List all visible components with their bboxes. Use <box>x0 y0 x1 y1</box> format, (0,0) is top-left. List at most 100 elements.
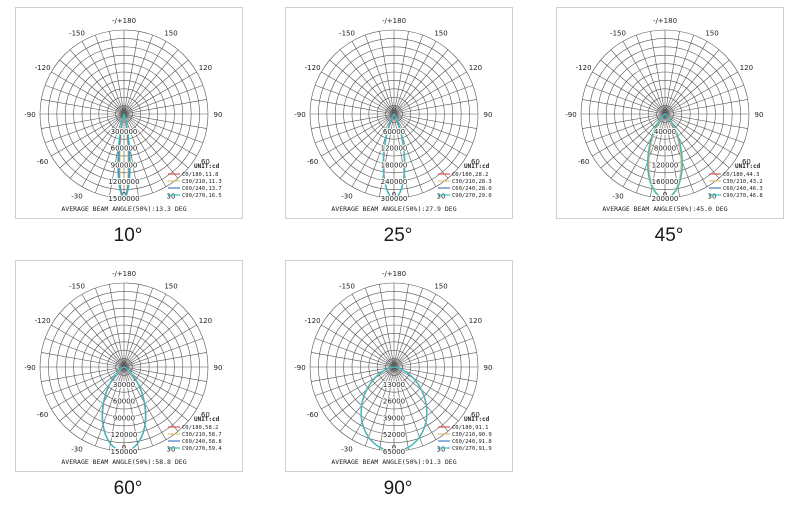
ring-value-label: 40000 <box>654 128 676 136</box>
ring-value-label: 52000 <box>383 431 405 439</box>
angle-label: 30 <box>167 445 176 453</box>
grid-spoke <box>123 41 167 115</box>
angle-label: 90 <box>484 364 493 372</box>
angle-label: -150 <box>339 30 355 38</box>
angle-label: 150 <box>705 30 718 38</box>
chart-frame: -/+180 -150 150 -120 120 -90 90 -60 60 -30 30 0 1300… <box>285 260 513 472</box>
legend-entry: C30/210,43.2 <box>723 179 763 185</box>
beam-angle-caption: 25° <box>383 225 413 246</box>
grid-spoke <box>94 34 125 115</box>
angle-label: -60 <box>37 411 48 419</box>
legend-entry: C0/180,91.1 <box>452 425 488 431</box>
grid-spoke <box>379 113 395 197</box>
grid-spoke <box>393 366 459 422</box>
grid-spoke <box>393 49 449 115</box>
grid-spoke <box>311 366 395 382</box>
grid-spoke <box>664 113 748 129</box>
grid-spoke <box>393 84 474 115</box>
grid-spoke <box>364 366 395 447</box>
angle-label: -60 <box>307 411 318 419</box>
grid-spoke <box>664 34 695 115</box>
grid-spoke <box>592 113 666 157</box>
grid-spoke <box>41 352 125 368</box>
grid-spoke <box>635 113 666 194</box>
angle-label: 90 <box>484 111 493 119</box>
grid-spoke <box>81 41 125 115</box>
angle-label: -120 <box>35 64 51 72</box>
grid-spoke <box>123 59 189 115</box>
ring-value-label: 160000 <box>652 178 679 186</box>
grid-spoke <box>123 99 207 115</box>
unit-label: UNIT:cd <box>194 163 220 170</box>
grid-spoke <box>664 113 720 179</box>
grid-spoke <box>664 113 745 144</box>
ring-value-label: 120000 <box>652 161 679 169</box>
ring-value-label: 900000 <box>111 161 138 169</box>
grid-spoke <box>329 59 395 115</box>
legend-entry: C90/270,29.0 <box>452 193 492 199</box>
grid-spoke <box>393 59 459 115</box>
grid-spoke <box>393 294 437 368</box>
ring-value-label: 300000 <box>381 195 408 203</box>
grid-spoke <box>321 324 395 368</box>
legend-entry: C30/210,11.3 <box>182 179 222 185</box>
grid-spoke <box>94 113 125 194</box>
grid-spoke <box>393 366 467 410</box>
grid-spoke <box>393 113 477 129</box>
angle-label: 150 <box>164 30 177 38</box>
grid-spoke <box>109 31 125 115</box>
legend-entry: C30/210,90.9 <box>452 432 492 438</box>
legend-entry: C0/180,58.2 <box>182 425 218 431</box>
grid-spoke <box>664 113 708 187</box>
ring-value-label: 120000 <box>381 145 408 153</box>
angle-label: -150 <box>610 30 626 38</box>
grid-spoke <box>314 337 395 368</box>
grid-spoke <box>622 41 666 115</box>
grid-spoke <box>123 113 204 144</box>
grid-spoke <box>123 113 189 169</box>
grid-spoke <box>393 113 437 187</box>
polar-plot: -/+180 -150 150 -120 120 -90 90 -60 60 -30 30 0 6000… <box>294 17 493 213</box>
grid-spoke <box>393 366 477 382</box>
angle-label: -60 <box>578 158 589 166</box>
angle-label: 150 <box>434 30 447 38</box>
grid-spoke <box>123 337 204 368</box>
grid-spoke <box>339 302 395 368</box>
grid-spoke <box>123 294 167 368</box>
grid-spoke <box>393 366 424 447</box>
angle-label: 60 <box>742 158 751 166</box>
grid-spoke <box>44 113 125 144</box>
average-beam-angle-label: AVERAGE BEAM ANGLE(50%):91.3 DEG <box>331 458 456 466</box>
angle-label: -60 <box>307 158 318 166</box>
grid-spoke <box>51 324 125 368</box>
angle-label: 60 <box>201 158 210 166</box>
average-beam-angle-label: AVERAGE BEAM ANGLE(50%):58.8 DEG <box>61 458 186 466</box>
ring-value-label: 90000 <box>113 414 135 422</box>
grid-spoke <box>321 71 395 115</box>
grid-spoke <box>664 71 738 115</box>
grid-spoke <box>44 337 125 368</box>
angle-label: -/+180 <box>382 17 406 25</box>
unit-label: UNIT:cd <box>735 163 761 170</box>
chart-frame: -/+180 -150 150 -120 120 -90 90 -60 60 -30 30 0 3000… <box>15 7 243 219</box>
grid-spoke <box>123 284 139 368</box>
legend-entry: C0/180,44.3 <box>723 172 759 178</box>
grid-spoke <box>664 113 680 197</box>
ring-value-label: 26000 <box>383 398 405 406</box>
grid-spoke <box>585 84 666 115</box>
legend-entry: C90/270,59.4 <box>182 446 222 452</box>
grid-spoke <box>379 284 395 368</box>
angle-label: -150 <box>339 283 355 291</box>
angle-label: 0 <box>663 191 667 199</box>
polar-plot: -/+180 -150 150 -120 120 -90 90 -60 60 -30 30 0 3000… <box>24 270 222 466</box>
angle-label: -/+180 <box>112 17 136 25</box>
grid-spoke <box>69 113 125 179</box>
grid-spoke <box>69 302 125 368</box>
grid-spoke <box>94 366 125 447</box>
grid-spoke <box>393 366 437 440</box>
grid-spoke <box>109 284 125 368</box>
legend-entry: C30/210,58.7 <box>182 432 222 438</box>
beam-angle-caption: 45° <box>654 225 684 246</box>
legend-entry: C60/240,58.8 <box>182 439 222 445</box>
grid-spoke <box>393 113 409 197</box>
